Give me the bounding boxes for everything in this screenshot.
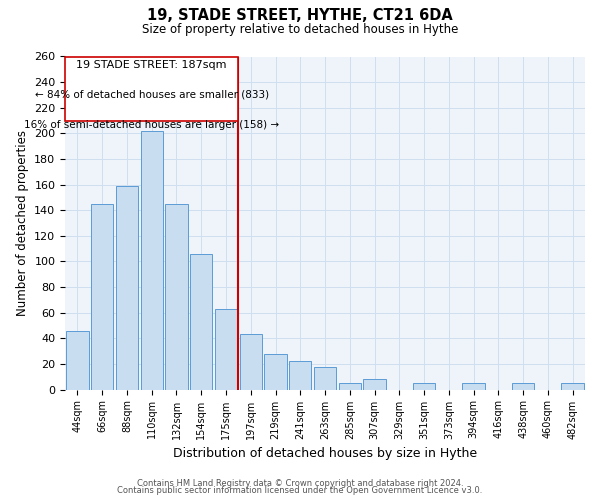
Bar <box>314 366 336 390</box>
Bar <box>338 383 361 390</box>
Bar <box>116 186 138 390</box>
Text: 19, STADE STREET, HYTHE, CT21 6DA: 19, STADE STREET, HYTHE, CT21 6DA <box>147 8 453 22</box>
Text: Contains HM Land Registry data © Crown copyright and database right 2024.: Contains HM Land Registry data © Crown c… <box>137 478 463 488</box>
Bar <box>140 131 163 390</box>
Bar <box>463 383 485 390</box>
Bar <box>562 383 584 390</box>
Bar <box>67 330 89 390</box>
Text: ← 84% of detached houses are smaller (833): ← 84% of detached houses are smaller (83… <box>35 90 269 100</box>
Text: 19 STADE STREET: 187sqm: 19 STADE STREET: 187sqm <box>76 60 227 70</box>
Bar <box>166 204 188 390</box>
Bar <box>364 380 386 390</box>
Text: Size of property relative to detached houses in Hythe: Size of property relative to detached ho… <box>142 22 458 36</box>
Bar <box>413 383 435 390</box>
Bar <box>91 204 113 390</box>
Bar <box>215 309 237 390</box>
FancyBboxPatch shape <box>65 56 238 120</box>
X-axis label: Distribution of detached houses by size in Hythe: Distribution of detached houses by size … <box>173 447 477 460</box>
Bar <box>512 383 534 390</box>
Bar <box>190 254 212 390</box>
Bar <box>289 362 311 390</box>
Text: 16% of semi-detached houses are larger (158) →: 16% of semi-detached houses are larger (… <box>24 120 279 130</box>
Bar <box>239 334 262 390</box>
Text: Contains public sector information licensed under the Open Government Licence v3: Contains public sector information licen… <box>118 486 482 495</box>
Bar <box>265 354 287 390</box>
Y-axis label: Number of detached properties: Number of detached properties <box>16 130 29 316</box>
